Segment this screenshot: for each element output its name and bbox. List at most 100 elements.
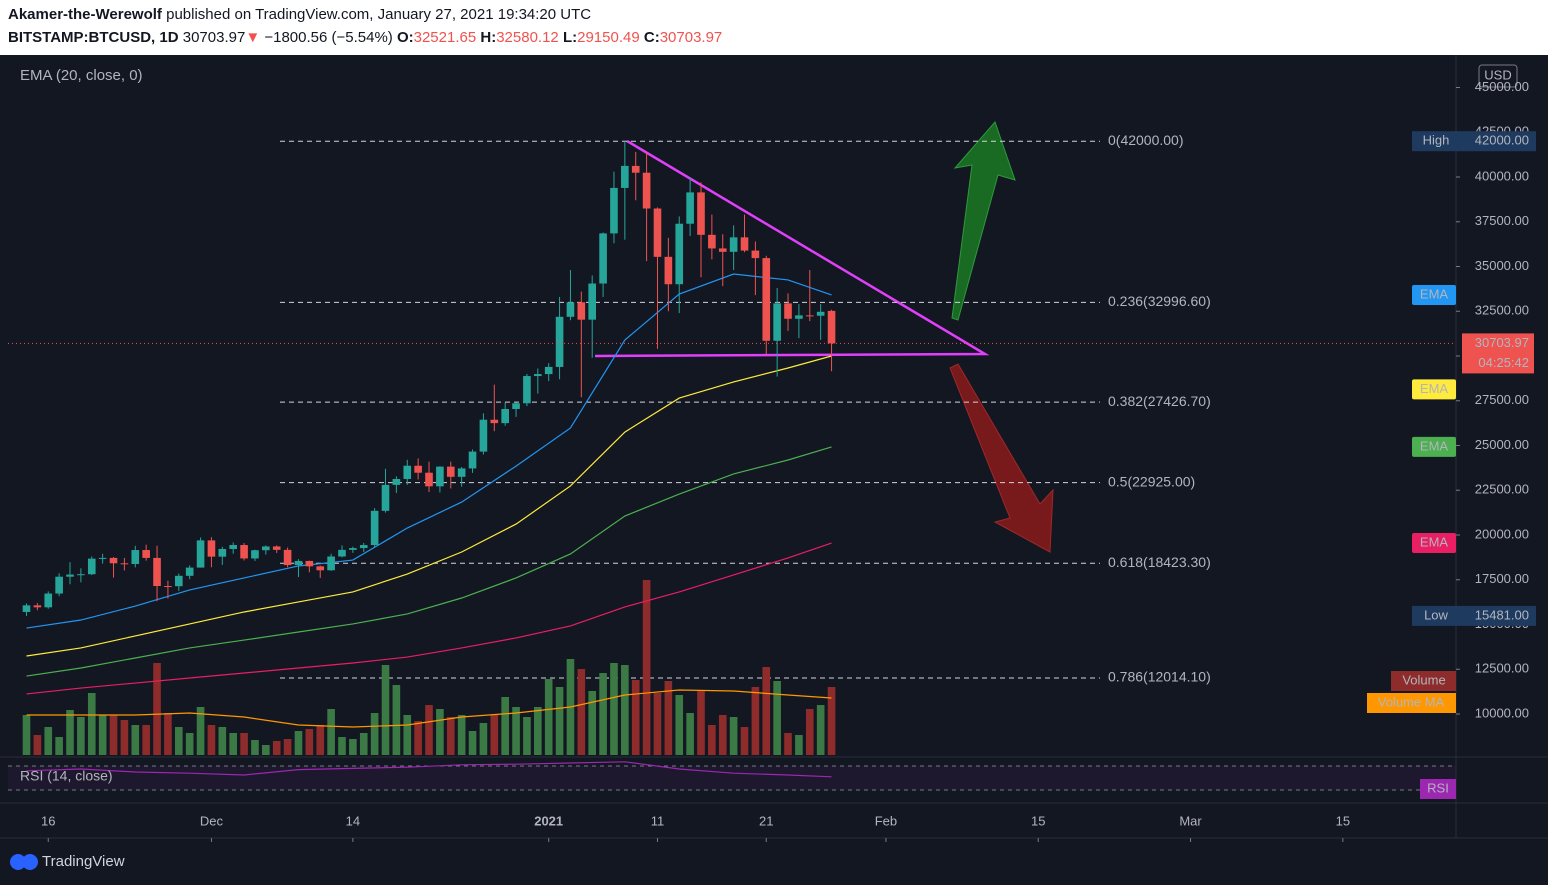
volume-bar <box>588 691 597 755</box>
o: 32521.65 <box>413 29 477 46</box>
candle-body <box>240 545 248 559</box>
volume-bar <box>490 715 499 755</box>
volume-bar <box>294 731 303 755</box>
last-price-bg <box>1462 333 1534 374</box>
candle-body <box>251 550 259 559</box>
candle-body <box>66 574 74 577</box>
volume-bar <box>718 715 727 755</box>
candle-body <box>109 557 118 564</box>
x-tick-label: 2021 <box>534 813 563 828</box>
symbol-line: BITSTAMP:BTCUSD, 1D 30703.97▼ −1800.56 (… <box>8 29 722 46</box>
candle-body <box>805 315 814 317</box>
candle-body <box>185 567 194 576</box>
x-tick-label: 15 <box>1336 813 1350 828</box>
y-tick-label: 20000.00 <box>1475 526 1529 541</box>
volume-bar <box>22 715 31 755</box>
volume-bar <box>425 705 433 755</box>
candle-body <box>642 172 651 209</box>
volume-bar <box>153 663 161 755</box>
candle-body <box>153 557 161 587</box>
marker-name: Low <box>1424 607 1448 622</box>
volume-bar <box>642 580 651 755</box>
ema-line <box>26 446 832 677</box>
volume-bar <box>762 667 771 755</box>
volume-bar <box>534 707 542 755</box>
volume-bar <box>479 723 488 755</box>
candle-body <box>610 187 618 234</box>
h-label: H: <box>480 29 497 46</box>
fib-label: 0.236(32996.60) <box>1108 293 1211 309</box>
candle-body <box>468 451 477 469</box>
candle-body <box>512 403 520 409</box>
y-tick-label: 45000.00 <box>1475 79 1529 94</box>
ema-badge <box>1412 436 1456 457</box>
candle-body <box>283 549 292 566</box>
candle-body <box>87 558 96 575</box>
fib-label: 0.786(12014.10) <box>1108 669 1211 685</box>
y-tick-label: 12500.00 <box>1475 661 1529 676</box>
logo-icon <box>10 854 26 870</box>
marker-value: 42000.00 <box>1475 133 1529 148</box>
candle-body <box>544 366 553 375</box>
volume-bar <box>338 737 346 755</box>
fib-label: 0.382(27426.70) <box>1108 393 1211 409</box>
candle-body <box>675 223 684 285</box>
c: 30703.97 <box>659 29 723 46</box>
up-arrow <box>951 121 1016 321</box>
candle-body <box>490 419 499 424</box>
volume-bar <box>164 713 172 755</box>
y-tick-label: 17500.00 <box>1475 571 1529 586</box>
volume-bar <box>740 727 749 755</box>
y-tick-label: 10000.00 <box>1475 705 1529 720</box>
candle-body <box>773 303 781 341</box>
volume-bar <box>55 737 63 755</box>
volume-bar <box>218 727 227 755</box>
volume-ma-badge-label: Volume MA <box>1378 694 1445 709</box>
candle-body <box>534 374 542 377</box>
x-tick-label: Feb <box>875 813 897 828</box>
countdown: 04:25:42 <box>1478 355 1529 370</box>
candle-body <box>338 549 346 557</box>
volume-bar <box>87 693 96 755</box>
y-tick-label: 22500.00 <box>1475 482 1529 497</box>
volume-bar <box>142 725 150 755</box>
candle-body <box>98 557 107 559</box>
published: published on TradingView.com, January 27… <box>166 6 592 23</box>
volume-bar <box>631 680 640 755</box>
candle-body <box>457 468 466 477</box>
volume-bar <box>446 717 455 755</box>
ema-badge <box>1412 533 1456 554</box>
volume-bar <box>414 721 422 755</box>
volume-bar <box>305 729 314 755</box>
candle-body <box>142 550 150 558</box>
volume-bar <box>349 739 357 755</box>
candle-body <box>77 574 85 576</box>
volume-bar <box>729 717 738 755</box>
author: Akamer-the-Werewolf <box>8 6 162 23</box>
y-tick-label: 25000.00 <box>1475 437 1529 452</box>
candle-body <box>577 302 586 320</box>
volume-bar <box>196 707 205 755</box>
volume-bar <box>109 715 118 755</box>
candle-body <box>55 576 63 594</box>
candle-body <box>425 472 433 487</box>
volume-bar <box>555 687 564 755</box>
volume-bar <box>675 695 684 755</box>
header: Akamer-the-Werewolf published on Trading… <box>0 0 1548 55</box>
candle-body <box>718 248 727 252</box>
volume-bar <box>251 740 259 755</box>
volume-bar <box>708 725 716 755</box>
volume-bar <box>370 713 379 755</box>
volume-bar <box>207 725 216 755</box>
volume-badge <box>1391 671 1456 691</box>
y-tick-label: 27500.00 <box>1475 392 1529 407</box>
volume-bar <box>403 715 412 755</box>
volume-bar <box>131 725 140 755</box>
ema-line <box>26 273 832 629</box>
candle-body <box>207 540 216 557</box>
volume-bar <box>653 693 662 755</box>
candle-body <box>827 310 836 344</box>
candle-body <box>599 233 607 284</box>
rsi-badge <box>1420 779 1456 799</box>
